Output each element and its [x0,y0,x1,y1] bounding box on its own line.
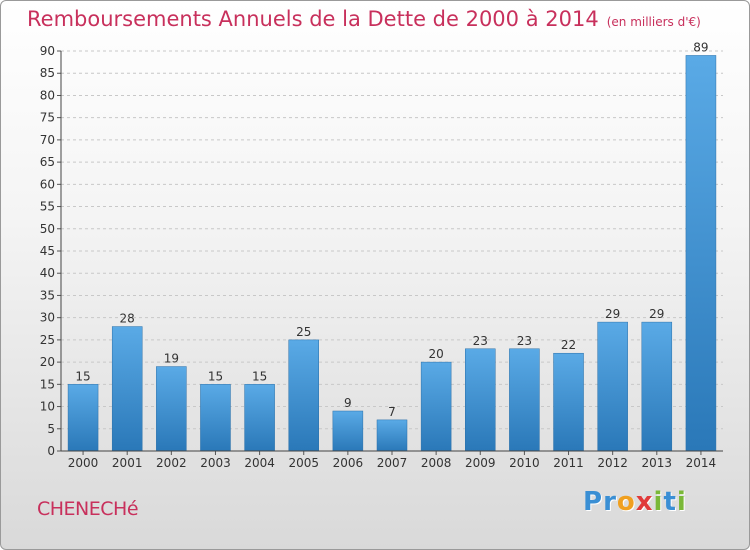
bar-value-label: 15 [252,369,267,383]
y-tick-label: 65 [40,155,55,169]
chart-title-text: Remboursements Annuels de la Dette de 20… [27,7,599,31]
x-tick-label: 2002 [156,456,187,470]
x-tick-label: 2008 [421,456,452,470]
x-tick-label: 2007 [377,456,408,470]
bar [376,419,408,452]
bar-value-label: 25 [296,325,311,339]
y-tick-label: 25 [40,333,55,347]
bar-value-label: 29 [605,307,620,321]
y-tick-label: 85 [40,66,55,80]
bar [156,366,187,452]
bar [597,321,628,452]
x-tick-label: 2004 [244,456,275,470]
bar-value-label: 9 [344,396,352,410]
y-tick-label: 50 [40,222,55,236]
axes [60,51,723,452]
y-tick-label: 80 [40,88,55,102]
bar [685,55,717,452]
chart-title: Remboursements Annuels de la Dette de 20… [27,7,701,31]
y-tick-label: 10 [40,400,55,414]
logo-letter: o [616,487,636,517]
x-tick-label: 2009 [465,456,496,470]
bar-value-label: 7 [388,405,396,419]
y-tick-label: 60 [40,177,55,191]
y-tick-label: 30 [40,311,55,325]
y-axis-tick-labels: 0 5 10 15 20 25 30 35 40 45 50 55 60 65 70 75 80 85 90 [40,44,61,458]
bar-value-label: 89 [693,40,708,54]
y-tick-label: 35 [40,288,55,302]
x-axis-tick-labels: 2000 2001 2002 2003 2004 2005 2006 2007 2008 2009… [68,451,716,470]
x-tick-label: 2010 [509,456,540,470]
bar-value-label: 29 [649,307,664,321]
y-tick-label: 55 [40,200,55,214]
logo-letter: i [653,487,664,517]
y-tick-label: 40 [40,266,55,280]
y-tick-label: 15 [40,377,55,391]
logo-letter: P [583,487,604,517]
value-labels: 15 28 19 15 15 25 9 7 20 23 23 22 29 29 89 [75,40,708,418]
bar [641,321,673,452]
y-tick-label: 75 [40,111,55,125]
bar [288,339,319,452]
bars [67,55,717,452]
x-tick-label: 2005 [288,456,319,470]
bar [67,384,99,452]
bar-value-label: 20 [428,347,443,361]
bar [244,384,275,452]
commune-name: CHENECHé [37,498,139,520]
x-tick-label: 2006 [333,456,364,470]
x-tick-label: 2014 [686,456,717,470]
bar-value-label: 15 [208,369,223,383]
logo-letter: t [663,487,677,517]
y-tick-label: 0 [47,444,55,458]
bar [465,348,496,452]
y-tick-label: 5 [47,422,55,436]
bar-value-label: 28 [120,312,135,326]
bar [553,352,584,452]
y-tick-label: 20 [40,355,55,369]
logo-letter: i [676,487,687,517]
x-tick-label: 2012 [597,456,628,470]
x-tick-label: 2003 [200,456,231,470]
logo-letter: x [635,487,654,517]
bar-value-label: 19 [164,352,179,366]
bar [332,410,364,452]
x-tick-label: 2001 [112,456,143,470]
logo-letter: r [603,487,617,517]
bar [200,384,231,452]
bar-value-label: 23 [517,334,532,348]
chart-unit: (en milliers d'€) [606,15,701,29]
x-tick-label: 2011 [553,456,584,470]
bar-value-label: 23 [473,334,488,348]
bar [420,361,452,452]
bar-value-label: 15 [75,369,90,383]
bar [111,326,143,452]
y-tick-label: 90 [40,44,55,58]
y-tick-label: 45 [40,244,55,258]
x-tick-label: 2013 [642,456,673,470]
bar-value-label: 22 [561,338,576,352]
bar [509,348,540,452]
y-tick-label: 70 [40,133,55,147]
proxiti-logo[interactable]: Proxiti [583,487,687,517]
x-tick-label: 2000 [68,456,99,470]
